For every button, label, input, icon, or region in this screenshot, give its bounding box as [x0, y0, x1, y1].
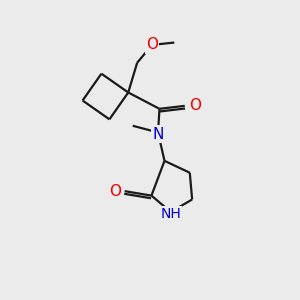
Text: O: O — [189, 98, 201, 113]
Text: NH: NH — [160, 207, 181, 221]
Text: N: N — [152, 127, 164, 142]
Text: O: O — [109, 184, 121, 199]
Text: O: O — [146, 38, 158, 52]
